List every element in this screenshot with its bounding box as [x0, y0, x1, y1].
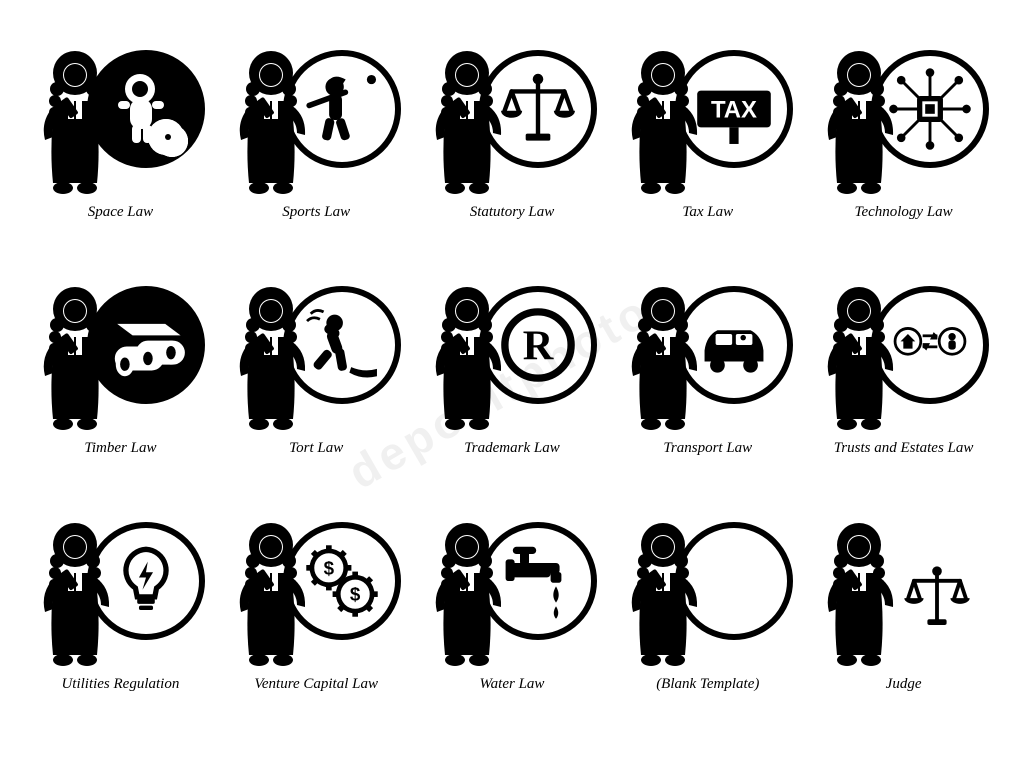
- label-transport: Transport Law: [663, 439, 752, 458]
- judge-scales-icon: [889, 552, 989, 652]
- judge-figure-icon: [819, 45, 904, 195]
- label-space: Space Law: [88, 203, 153, 222]
- law-cell-tax: TAX Tax Law: [617, 40, 798, 256]
- law-cell-utilities: Utilities Regulation: [30, 512, 211, 728]
- judge-figure-icon: [819, 281, 904, 431]
- figure-timber: [35, 276, 205, 431]
- label-tax: Tax Law: [682, 203, 733, 222]
- law-cell-judge: Judge: [813, 512, 994, 728]
- judge-figure-icon: [231, 281, 316, 431]
- judge-figure-icon: [35, 45, 120, 195]
- svg-text:$: $: [324, 557, 335, 578]
- figure-sports: [231, 40, 401, 195]
- law-cell-blank: (Blank Template): [617, 512, 798, 728]
- law-icon-grid: Space Law: [30, 40, 994, 728]
- label-trademark: Trademark Law: [464, 439, 559, 458]
- law-cell-statutory: Statutory Law: [422, 40, 603, 256]
- judge-figure-icon: [231, 517, 316, 667]
- label-trusts: Trusts and Estates Law: [834, 439, 974, 458]
- figure-blank: [623, 512, 793, 667]
- judge-figure-icon: [819, 517, 904, 667]
- svg-text:TAX: TAX: [711, 96, 757, 123]
- judge-figure-icon: [35, 281, 120, 431]
- judge-figure-icon: [427, 45, 512, 195]
- judge-figure-icon: [427, 517, 512, 667]
- figure-utilities: [35, 512, 205, 667]
- judge-figure-icon: [623, 517, 708, 667]
- law-cell-timber: Timber Law: [30, 276, 211, 492]
- law-cell-sports: Sports Law: [226, 40, 407, 256]
- figure-transport: [623, 276, 793, 431]
- label-utilities: Utilities Regulation: [61, 675, 179, 694]
- judge-figure-icon: [623, 281, 708, 431]
- svg-text:R: R: [523, 323, 554, 370]
- figure-trusts: [819, 276, 989, 431]
- label-judge: Judge: [886, 675, 922, 694]
- judge-figure-icon: [35, 517, 120, 667]
- label-statutory: Statutory Law: [470, 203, 555, 222]
- figure-trademark: R: [427, 276, 597, 431]
- law-cell-tort: Tort Law: [226, 276, 407, 492]
- label-timber: Timber Law: [84, 439, 156, 458]
- law-cell-technology: Technology Law: [813, 40, 994, 256]
- figure-space: [35, 40, 205, 195]
- label-blank: (Blank Template): [656, 675, 759, 694]
- figure-venture: $ $: [231, 512, 401, 667]
- label-venture: Venture Capital Law: [254, 675, 378, 694]
- figure-judge: [819, 512, 989, 667]
- label-sports: Sports Law: [282, 203, 350, 222]
- law-cell-transport: Transport Law: [617, 276, 798, 492]
- label-water: Water Law: [480, 675, 545, 694]
- label-tort: Tort Law: [289, 439, 343, 458]
- law-cell-space: Space Law: [30, 40, 211, 256]
- law-cell-trusts: Trusts and Estates Law: [813, 276, 994, 492]
- law-cell-trademark: R Trademark Law: [422, 276, 603, 492]
- svg-text:$: $: [350, 584, 361, 605]
- judge-figure-icon: [427, 281, 512, 431]
- judge-figure-icon: [231, 45, 316, 195]
- figure-tax: TAX: [623, 40, 793, 195]
- judge-figure-icon: [623, 45, 708, 195]
- figure-tort: [231, 276, 401, 431]
- figure-water: [427, 512, 597, 667]
- label-technology: Technology Law: [854, 203, 952, 222]
- figure-technology: [819, 40, 989, 195]
- law-cell-venture: $ $ Venture Capital Law: [226, 512, 407, 728]
- law-cell-water: Water Law: [422, 512, 603, 728]
- figure-statutory: [427, 40, 597, 195]
